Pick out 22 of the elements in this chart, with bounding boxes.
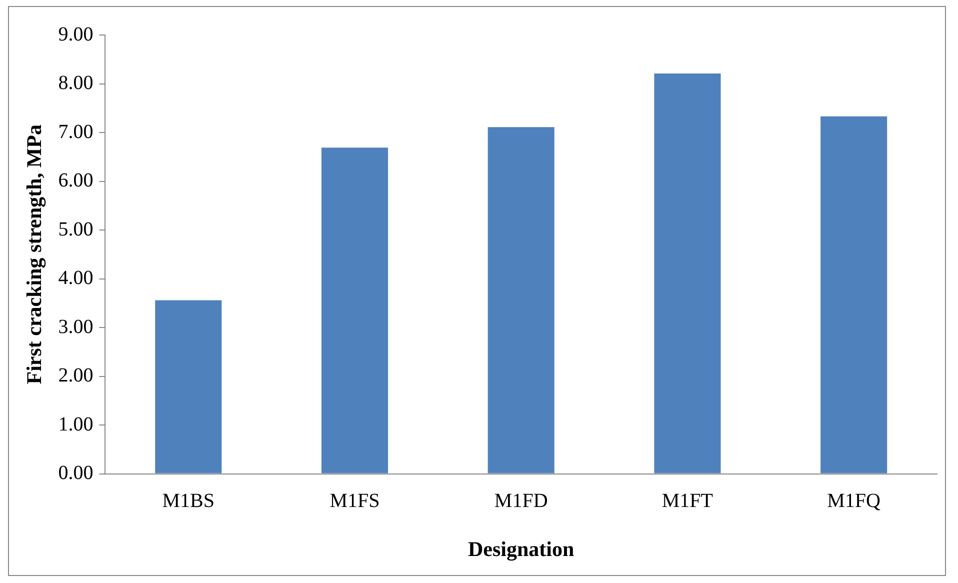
y-tick-label: 9.00 (58, 23, 94, 46)
x-tick-label: M1FQ (827, 490, 882, 512)
bar (820, 116, 888, 474)
y-tick-label: 1.00 (58, 413, 94, 436)
y-tick-label: 0.00 (58, 462, 94, 484)
y-tick-label: 8.00 (58, 72, 94, 94)
y-tick-label: 7.00 (58, 120, 94, 143)
bar (321, 148, 388, 474)
y-tick-label: 3.00 (58, 316, 94, 338)
y-tick-label: 2.00 (58, 364, 94, 387)
y-tick-label: 6.00 (58, 170, 94, 192)
y-axis-title: First cracking strength, MPa (22, 124, 46, 384)
x-tick-label: M1FT (662, 490, 714, 512)
bar (155, 300, 222, 474)
x-tick-label: M1BS (162, 490, 215, 512)
bar (654, 74, 721, 474)
y-tick-label: 5.00 (58, 218, 94, 240)
x-tick-label: M1FD (494, 490, 548, 512)
x-tick-label: M1FS (330, 490, 380, 512)
x-axis-title: Designation (468, 536, 575, 561)
bar (488, 127, 554, 474)
y-tick-label: 4.00 (58, 267, 94, 290)
